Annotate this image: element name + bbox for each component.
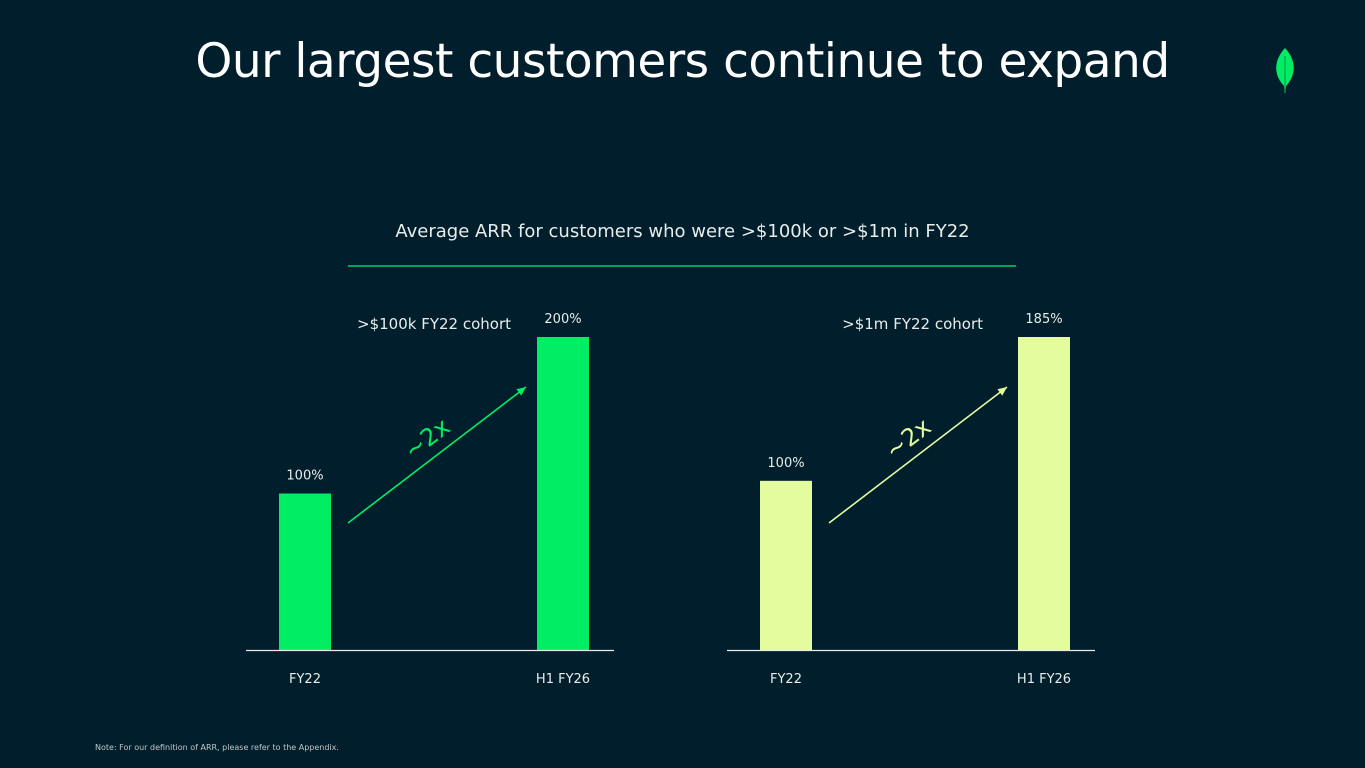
bar-1: [760, 480, 812, 650]
cohort-title: >$100k FY22 cohort: [357, 315, 511, 333]
slide-title: Our largest customers continue to expand: [195, 34, 1170, 89]
value-label-1: 100%: [286, 469, 323, 484]
leaf-icon: [1276, 48, 1294, 94]
category-label-1: FY22: [770, 672, 802, 687]
growth-annotation: ~2x: [880, 412, 936, 464]
cohort-title: >$1m FY22 cohort: [842, 315, 983, 333]
bar-2: [537, 337, 589, 650]
footnote: Note: For our definition of ARR, please …: [95, 743, 339, 752]
value-label-2: 200%: [544, 312, 581, 327]
value-label-1: 100%: [767, 456, 804, 471]
category-label-2: H1 FY26: [536, 672, 590, 687]
bar-1: [279, 493, 331, 650]
subtitle-divider: [348, 265, 1016, 267]
growth-arrow-head: [516, 387, 526, 396]
value-label-2: 185%: [1025, 312, 1062, 327]
growth-annotation: ~2x: [399, 412, 455, 464]
bar-2: [1018, 337, 1070, 650]
category-label-2: H1 FY26: [1017, 672, 1071, 687]
growth-arrow-line: [828, 386, 1008, 524]
category-label-1: FY22: [289, 672, 321, 687]
growth-arrow-head: [997, 387, 1007, 396]
chart-subtitle: Average ARR for customers who were >$100…: [395, 221, 970, 242]
growth-arrow-line: [347, 386, 527, 524]
